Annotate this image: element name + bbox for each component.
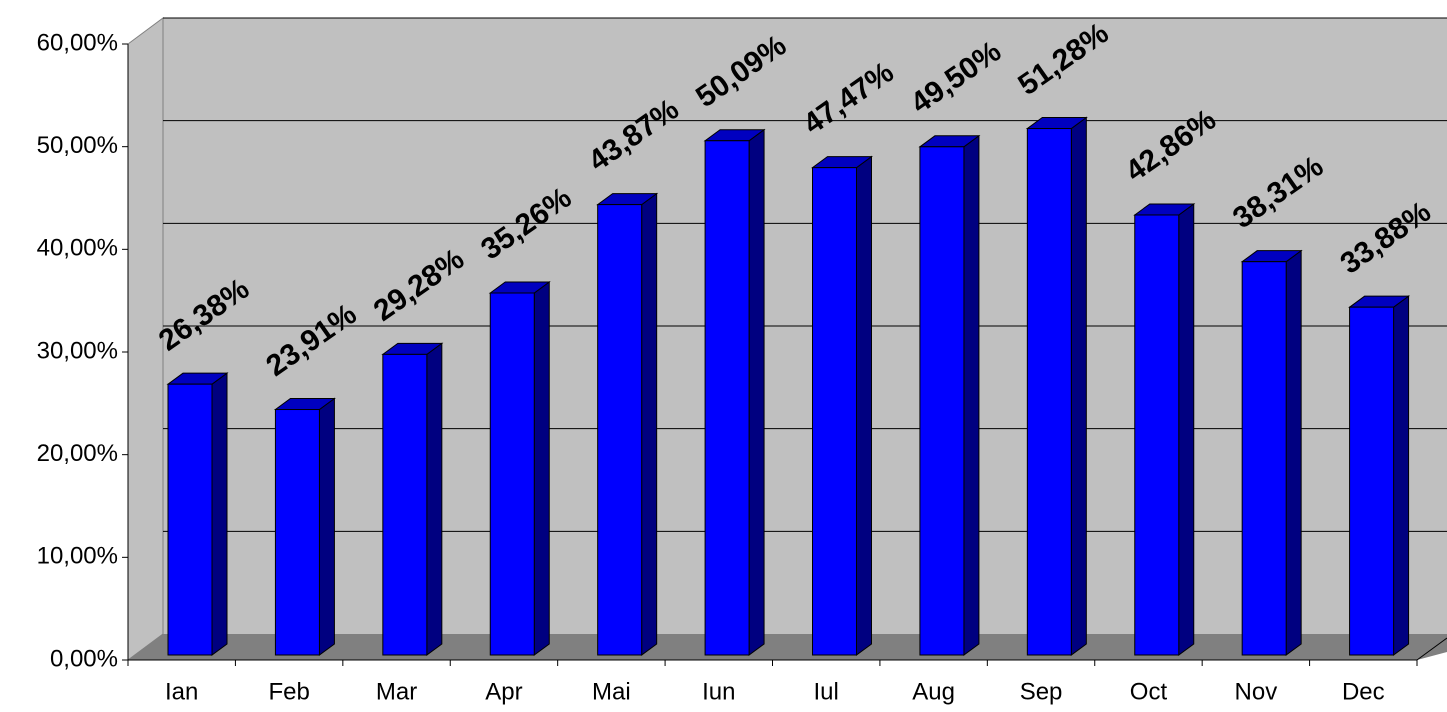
- bar-front: [489, 292, 535, 656]
- wall-edge: [1416, 637, 1447, 661]
- bar: [703, 128, 766, 656]
- bar-side: [1393, 295, 1410, 656]
- bar-side: [211, 372, 228, 656]
- x-tick-label: Iul: [814, 678, 839, 705]
- x-tick-label: Ian: [165, 678, 198, 705]
- bar-front: [919, 146, 965, 656]
- bar-side: [1178, 202, 1195, 656]
- bar-front: [1134, 214, 1180, 656]
- bar-side: [1285, 249, 1302, 656]
- bar-side: [533, 281, 550, 656]
- x-tick-label: Aug: [912, 678, 955, 705]
- bar-front: [167, 383, 213, 656]
- bar-side: [426, 342, 443, 656]
- bar-side: [748, 128, 765, 656]
- bar-front: [597, 204, 643, 656]
- bar: [488, 281, 551, 656]
- bar: [1348, 295, 1411, 656]
- bar: [596, 192, 659, 656]
- bar-front: [704, 140, 750, 656]
- y-tick-label: 0,00%: [50, 645, 118, 672]
- bar: [1133, 202, 1196, 656]
- bar-front: [1349, 306, 1395, 656]
- bar-front: [1026, 128, 1072, 656]
- x-tick-label: Apr: [485, 678, 522, 705]
- bar-front: [1241, 261, 1287, 656]
- x-tick-label: Mar: [376, 678, 417, 705]
- y-tick-label: 20,00%: [37, 440, 118, 467]
- bar: [810, 155, 874, 656]
- bar-front: [274, 409, 320, 656]
- bar-front: [382, 353, 428, 656]
- bar-side: [856, 155, 872, 656]
- y-tick-label: 10,00%: [37, 543, 118, 570]
- bar-side: [963, 134, 980, 656]
- x-tick-label: Dec: [1342, 678, 1385, 705]
- bar-front: [812, 167, 857, 656]
- y-tick-label: 50,00%: [37, 132, 118, 159]
- x-tick-label: Feb: [268, 678, 309, 705]
- x-tick-label: Sep: [1020, 678, 1063, 705]
- bar: [918, 134, 981, 656]
- bar-side: [1070, 116, 1087, 656]
- bar: [381, 342, 444, 656]
- bar: [273, 397, 336, 656]
- y-tick-label: 60,00%: [37, 29, 118, 56]
- y-tick-label: 30,00%: [37, 337, 118, 364]
- bar-side: [641, 192, 658, 656]
- bar: [166, 372, 229, 656]
- x-tick-label: Nov: [1235, 678, 1278, 705]
- floor: [128, 634, 1447, 660]
- bar: [1025, 116, 1088, 656]
- bar: [1240, 249, 1303, 656]
- x-tick-label: Mai: [592, 678, 631, 705]
- x-tick-label: Iun: [702, 678, 735, 705]
- bar-side: [318, 397, 335, 656]
- y-tick-label: 40,00%: [37, 235, 118, 262]
- x-tick-label: Oct: [1130, 678, 1168, 705]
